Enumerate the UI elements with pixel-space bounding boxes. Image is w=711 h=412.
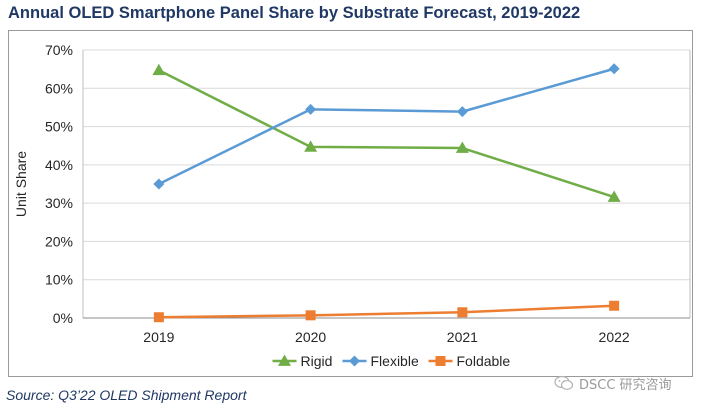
data-point-flexible <box>153 178 165 190</box>
data-point-flexible <box>456 106 468 118</box>
data-point-rigid <box>152 63 166 76</box>
watermark: DSCC 研究咨询 <box>554 372 672 394</box>
y-tick-label: 70% <box>45 42 73 58</box>
chart-frame <box>8 30 693 377</box>
data-point-rigid <box>607 190 621 202</box>
y-tick-label: 10% <box>45 272 73 288</box>
legend-marker-rigid <box>278 354 291 366</box>
y-tick-label: 30% <box>45 195 73 211</box>
series-line-rigid <box>158 69 615 199</box>
series-line-flexible <box>158 67 615 186</box>
data-point-rigid <box>304 140 318 152</box>
legend-label-foldable: Foldable <box>457 353 511 369</box>
x-tick-label: 2019 <box>143 329 174 345</box>
chart-title: Annual OLED Smartphone Panel Share by Su… <box>8 4 581 22</box>
y-tick-label: 20% <box>45 233 73 249</box>
legend-label-rigid: Rigid <box>301 353 333 369</box>
data-point-foldable <box>305 310 316 321</box>
y-tick-label: 50% <box>45 119 73 135</box>
data-point-flexible <box>608 63 620 75</box>
source-note: Source: Q3’22 OLED Shipment Report <box>6 387 247 403</box>
y-axis-label: Unit Share <box>13 151 29 217</box>
watermark-text: DSCC 研究咨询 <box>579 377 672 393</box>
wechat-icon <box>554 375 574 390</box>
series-line-foldable <box>158 304 615 319</box>
x-tick-label: 2021 <box>447 329 478 345</box>
x-tick-label: 2020 <box>295 329 326 345</box>
y-tick-label: 40% <box>45 157 73 173</box>
x-tick-label: 2022 <box>599 329 630 345</box>
data-point-flexible <box>305 103 317 115</box>
data-point-foldable <box>457 307 468 318</box>
legend-marker-flexible <box>349 355 360 367</box>
legend-label-flexible: Flexible <box>371 353 419 369</box>
data-point-foldable <box>609 300 620 311</box>
y-tick-label: 60% <box>45 80 73 96</box>
data-point-rigid <box>455 141 469 153</box>
y-tick-label: 0% <box>53 310 73 326</box>
legend-marker-foldable <box>435 356 446 366</box>
data-point-foldable <box>153 312 164 323</box>
